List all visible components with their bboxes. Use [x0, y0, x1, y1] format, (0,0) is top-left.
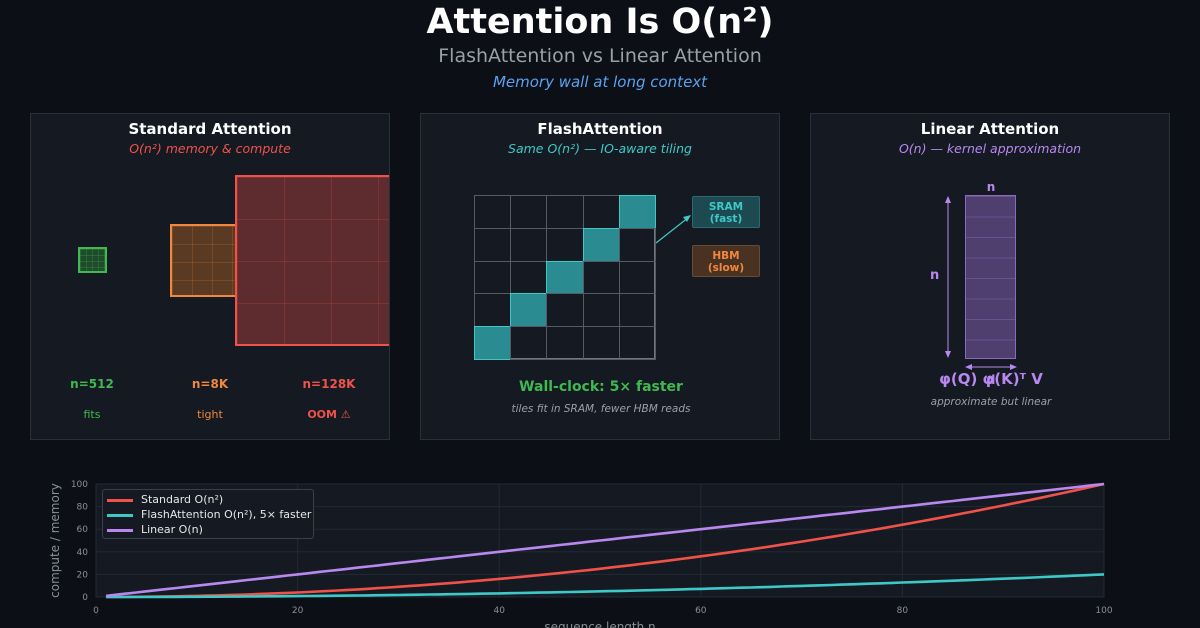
series-line-0	[106, 482, 1105, 599]
tile	[474, 195, 512, 229]
tile	[474, 293, 512, 328]
legend-label: Linear O(n)	[141, 523, 203, 536]
panel-linear-attention: Linear Attention O(n) — kernel approxima…	[810, 113, 1170, 440]
label-n8k: n=8K	[191, 377, 229, 391]
tile	[546, 195, 584, 229]
status-n128k: OOM ⚠	[307, 408, 351, 421]
horizontal-arrow-icon	[965, 364, 1017, 370]
y-tick-label: 40	[77, 548, 89, 558]
y-tick-label: 60	[77, 525, 89, 535]
series-line-2	[105, 482, 1105, 598]
panel-subtitle: O(n²) memory & compute	[129, 141, 291, 156]
chart-legend: Standard O(n²) FlashAttention O(n²), 5× …	[102, 489, 314, 539]
linear-formula: φ(Q) φ(K)ᵀ V	[939, 370, 1043, 388]
label-n512: n=512	[70, 377, 114, 391]
x-tick-label: 40	[493, 606, 505, 616]
dim-top-label: n	[986, 180, 996, 194]
label-n128k: n=128K	[302, 377, 356, 391]
series-line-1	[106, 573, 1105, 599]
tile	[474, 326, 512, 360]
x-tick-label: 80	[897, 606, 909, 616]
legend-label: Standard O(n²)	[141, 493, 224, 506]
panel-flashattention: FlashAttention Same O(n²) — IO-aware til…	[420, 113, 780, 440]
tile	[474, 260, 512, 295]
dim-left-label: n	[930, 268, 940, 283]
y-tick-label: 100	[71, 480, 88, 490]
legend-swatch	[107, 529, 133, 532]
tile	[582, 293, 620, 328]
x-axis-label: sequence length n	[544, 620, 655, 628]
page-subtitle: FlashAttention vs Linear Attention	[438, 45, 762, 67]
x-tick-label: 100	[1095, 606, 1112, 616]
y-tick-label: 20	[77, 570, 89, 580]
tile	[618, 293, 656, 328]
x-tick-label: 0	[93, 606, 99, 616]
y-axis-label: compute / memory	[48, 483, 62, 598]
page-tagline: Memory wall at long context	[492, 73, 708, 91]
flash-note: tiles fit in SRAM, fewer HBM reads	[511, 403, 691, 415]
status-n8k: tight	[197, 408, 223, 421]
panel-title: Standard Attention	[128, 120, 292, 138]
tile	[546, 260, 584, 295]
hbm-chip: HBM (slow)	[692, 245, 760, 277]
tiled-matrix	[474, 195, 656, 360]
tile	[510, 227, 548, 262]
tile	[582, 326, 620, 360]
x-tick-label: 20	[292, 606, 304, 616]
panel-subtitle: Same O(n²) — IO-aware tiling	[508, 141, 692, 156]
tile	[582, 227, 620, 262]
sram-chip: SRAM (fast)	[692, 196, 760, 228]
tile	[582, 260, 620, 295]
tile	[510, 195, 548, 229]
linear-note: approximate but linear	[930, 396, 1052, 408]
kernel-matrix	[965, 195, 1016, 359]
y-tick-label: 0	[82, 593, 88, 603]
complexity-chart: 0 20 40 60 80 100 0 20 40 60 80 100 sequence length …	[48, 480, 1113, 628]
tile	[510, 260, 548, 295]
tile	[618, 260, 656, 295]
panel-standard-attention: Standard Attention O(n²) memory & comput…	[30, 113, 390, 440]
tile	[546, 227, 584, 262]
matrix-small	[78, 247, 107, 273]
x-tick-label: 60	[695, 606, 707, 616]
legend-label: FlashAttention O(n²), 5× faster	[141, 508, 312, 521]
tile	[546, 293, 584, 328]
y-tick-label: 80	[77, 503, 89, 513]
tile	[618, 326, 656, 360]
vertical-arrow-icon	[945, 196, 951, 358]
matrix-large	[235, 175, 389, 346]
status-n512: fits	[83, 408, 101, 421]
tile	[510, 326, 548, 360]
tile	[546, 326, 584, 360]
page-title: Attention Is O(n²)	[426, 2, 774, 42]
panel-title: FlashAttention	[537, 120, 663, 138]
panel-title: Linear Attention	[920, 120, 1060, 138]
tile	[510, 293, 548, 328]
flash-result: Wall-clock: 5× faster	[519, 379, 683, 395]
arrow-icon	[655, 215, 691, 244]
dim-bottom-label: d	[986, 373, 996, 387]
legend-swatch	[107, 499, 133, 502]
tile	[582, 195, 620, 229]
tile	[474, 227, 512, 262]
panel-subtitle: O(n) — kernel approximation	[898, 141, 1082, 156]
legend-swatch	[107, 514, 133, 517]
